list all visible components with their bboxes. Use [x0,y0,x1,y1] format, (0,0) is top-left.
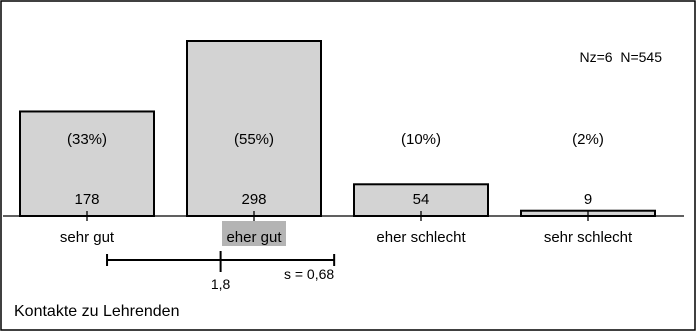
percent-label: (55%) [234,131,274,148]
sample-size-annotation: Nz=6 N=545 [580,49,663,65]
bar [186,40,322,217]
chart-title: Kontakte zu Lehrenden [14,303,179,320]
category-highlight [222,221,286,246]
category-label: sehr schlecht [544,229,633,246]
category-label: eher schlecht [376,229,466,246]
mean-sd-indicator: 1,8 s = 0,68 [106,251,336,292]
x-ticks: sehr gut eher gut eher schlecht sehr schlec… [60,211,633,246]
mean-label: 1,8 [211,276,231,292]
percent-label: (2%) [572,131,604,148]
bars: (33%) 178 (55%) 298 (10%) 54 (2%) 9 [19,40,656,218]
percent-label: (33%) [67,131,107,148]
value-label: 298 [241,191,266,208]
category-label: sehr gut [60,229,115,246]
value-label: 9 [584,191,592,208]
sd-label: s = 0,68 [284,266,334,282]
value-label: 178 [74,191,99,208]
value-label: 54 [413,191,430,208]
category-label: eher gut [226,229,282,246]
percent-label: (10%) [401,131,441,148]
